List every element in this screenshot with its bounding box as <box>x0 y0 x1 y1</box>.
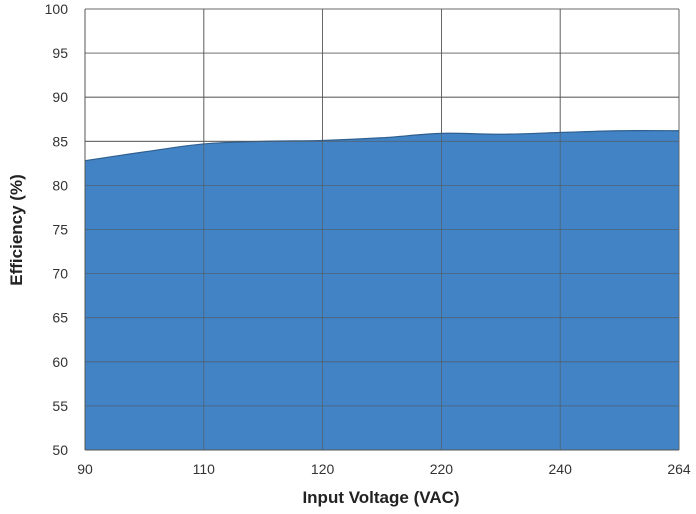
grid-front-layer <box>84 8 680 451</box>
y-tick-label: 80 <box>52 177 68 193</box>
y-tick-labels: 100 95 90 85 80 75 70 65 60 55 50 <box>45 1 69 458</box>
y-tick-label: 85 <box>52 133 68 149</box>
y-tick-label: 90 <box>52 89 68 105</box>
x-tick-labels: 90 110 120 220 240 264 <box>77 461 691 477</box>
y-tick-label: 70 <box>52 266 68 282</box>
y-tick-label: 95 <box>52 45 68 61</box>
area-layer <box>84 129 680 450</box>
efficiency-area <box>85 130 679 450</box>
x-tick-label: 240 <box>549 461 573 477</box>
y-tick-label: 65 <box>52 310 68 326</box>
x-axis-title: Input Voltage (VAC) <box>302 488 459 507</box>
y-tick-label: 50 <box>52 442 68 458</box>
y-tick-label: 60 <box>52 354 68 370</box>
x-tick-label: 110 <box>193 461 216 477</box>
y-axis-title: Efficiency (%) <box>7 174 26 285</box>
x-tick-label: 220 <box>430 461 454 477</box>
x-tick-label: 264 <box>667 461 691 477</box>
y-tick-label: 75 <box>52 222 68 238</box>
y-tick-label: 55 <box>52 398 68 414</box>
x-tick-label: 90 <box>77 461 93 477</box>
y-tick-label: 100 <box>45 1 69 17</box>
x-tick-label: 120 <box>311 461 335 477</box>
